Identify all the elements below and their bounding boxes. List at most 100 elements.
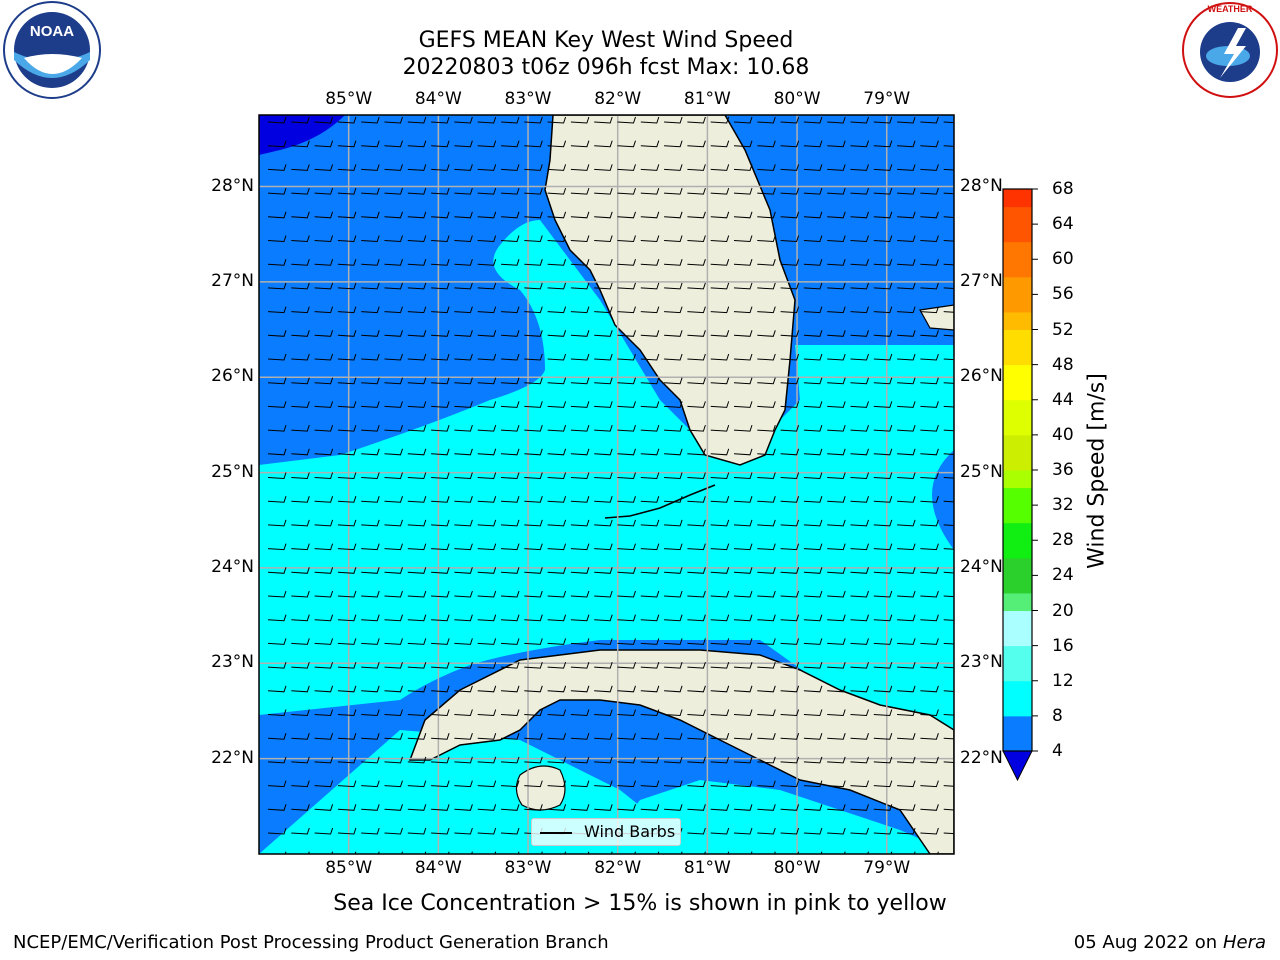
wind-barb <box>920 590 939 598</box>
wind-barb <box>710 306 730 314</box>
wind-barb <box>407 472 427 480</box>
wind-barb <box>477 567 497 574</box>
wind-barb <box>547 259 567 266</box>
wind-barb <box>570 401 590 408</box>
colorbar-tick-label: 64 <box>1052 214 1074 235</box>
wind-barb <box>873 116 893 124</box>
wind-barb <box>361 235 380 243</box>
wind-barb <box>710 140 730 148</box>
map-frame <box>258 114 955 855</box>
wind-barb <box>314 306 334 314</box>
wind-barb <box>407 661 427 669</box>
wind-barb <box>384 116 403 124</box>
colorbar-segment <box>1003 680 1032 699</box>
wind-barb <box>710 543 730 551</box>
wind-barb <box>803 567 823 574</box>
wind-barb <box>594 567 613 574</box>
wind-barb <box>407 519 427 527</box>
wind-barb <box>617 709 636 717</box>
wind-barb <box>570 211 590 219</box>
wind-barb <box>803 685 823 693</box>
wind-barb <box>291 424 310 432</box>
wind-barb <box>640 496 660 503</box>
wind-barb <box>500 685 520 693</box>
wind-barb <box>780 733 800 740</box>
wind-barb <box>897 401 916 408</box>
wind-barb <box>920 164 939 171</box>
wind-barb <box>873 164 893 171</box>
wind-barb <box>733 472 753 480</box>
wind-barb <box>570 614 590 622</box>
wind-barb <box>920 804 939 811</box>
wind-barb <box>337 164 357 171</box>
wind-barb <box>827 377 846 385</box>
wind-barb <box>757 116 776 124</box>
wind-barb <box>524 756 543 764</box>
wind-barb <box>570 709 590 717</box>
wind-barb <box>477 140 497 148</box>
wind-barb <box>780 827 800 835</box>
wind-barb <box>943 571 954 574</box>
wind-barb <box>431 590 450 598</box>
colorbar-segment <box>1003 470 1032 489</box>
wind-barb <box>897 661 916 669</box>
wind-barb <box>897 472 916 480</box>
wind-barb <box>570 661 590 669</box>
wind-barb <box>291 780 310 788</box>
wind-barb <box>291 140 310 148</box>
wind-barb <box>803 590 823 598</box>
wind-barb <box>594 733 613 740</box>
wind-barb <box>733 140 753 148</box>
wind-barb <box>291 661 310 669</box>
wind-barb <box>314 164 334 171</box>
footer-date: 05 Aug 2022 on Hera <box>1074 932 1266 954</box>
wind-barb <box>431 496 450 503</box>
wind-barb <box>407 590 427 598</box>
wind-barb <box>291 685 310 693</box>
wind-barb <box>431 756 450 764</box>
wind-barb <box>710 187 730 195</box>
wind-barb <box>570 543 590 551</box>
wind-barb <box>477 804 497 811</box>
wind-barb <box>920 448 939 456</box>
wind-barb <box>803 472 823 480</box>
wind-barb <box>594 259 613 266</box>
wind-barb <box>710 590 730 598</box>
wind-barb <box>384 448 403 456</box>
wind-barb <box>617 567 636 574</box>
wind-barb <box>710 685 730 693</box>
wind-barb <box>570 353 590 361</box>
wind-barb <box>617 330 636 337</box>
wind-barb <box>337 235 357 243</box>
wind-barb <box>897 543 916 551</box>
wind-barb <box>803 330 823 337</box>
wind-barb <box>524 424 543 432</box>
wind-barb <box>710 614 730 622</box>
wind-barb <box>431 827 450 835</box>
wind-barb <box>267 187 287 195</box>
wind-barb <box>920 211 939 219</box>
wind-barb <box>594 353 613 361</box>
wind-barb <box>547 756 567 764</box>
wind-barb <box>431 377 450 385</box>
wind-barb <box>361 780 380 788</box>
wind-barb <box>617 733 636 740</box>
wind-barb <box>407 685 427 693</box>
wind-barb <box>454 282 473 290</box>
wind-barb <box>431 614 450 622</box>
wind-barb <box>570 330 590 337</box>
wind-barb <box>733 804 753 811</box>
wind-barb <box>384 827 403 835</box>
wind-barb <box>710 353 730 361</box>
colorbar-segment <box>1003 452 1032 471</box>
wind-barb <box>664 685 683 693</box>
wind-barb <box>827 661 846 669</box>
wind-barb <box>780 116 800 124</box>
wind-barb <box>407 282 427 290</box>
wind-barb <box>827 756 846 764</box>
wind-barb <box>920 306 939 314</box>
wind-barb <box>570 259 590 266</box>
wind-barb <box>500 377 520 385</box>
wind-barb <box>920 567 939 574</box>
wind-barb <box>477 780 497 788</box>
